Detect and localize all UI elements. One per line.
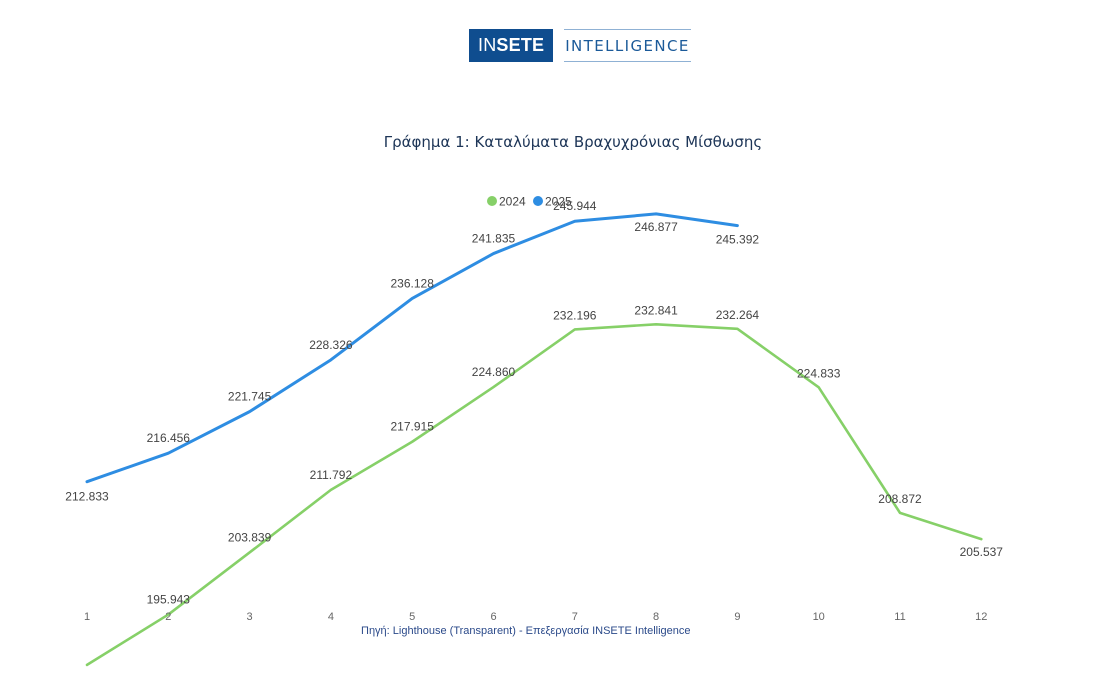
legend-label-2025: 2025	[545, 195, 572, 209]
x-tick-4: 4	[328, 611, 334, 623]
insete-logo: IN SETE INTELLIGENCE	[469, 29, 691, 62]
x-tick-9: 9	[734, 611, 740, 623]
x-tick-3: 3	[247, 611, 253, 623]
data-label-2025-5: 236.128	[391, 276, 435, 290]
data-label-2025-3: 221.745	[228, 390, 272, 404]
data-label-2025-2: 216.456	[147, 431, 191, 445]
data-label-2024-6: 224.860	[472, 365, 516, 379]
data-label-2024-2: 195.943	[147, 593, 191, 607]
logo-wordmark: INTELLIGENCE	[564, 29, 691, 62]
legend-marker-2024	[487, 196, 497, 206]
series-line-2025	[85, 212, 739, 484]
legend-label-2024: 2024	[499, 195, 526, 209]
x-tick-6: 6	[490, 611, 496, 623]
x-tick-10: 10	[813, 611, 825, 623]
data-label-2025-9: 245.392	[716, 233, 760, 247]
data-label-2025-7: 245.944	[553, 199, 597, 213]
x-tick-8: 8	[653, 611, 659, 623]
data-label-2024-1: 189.546	[65, 673, 109, 674]
data-label-2025-8: 246.877	[634, 220, 678, 234]
x-tick-12: 12	[975, 611, 987, 623]
data-label-2024-10: 224.833	[797, 366, 841, 380]
x-tick-1: 1	[84, 611, 90, 623]
logo-part2: SETE	[496, 35, 545, 55]
data-label-2024-3: 203.839	[228, 530, 272, 544]
x-tick-2: 2	[165, 611, 171, 623]
data-label-2025-1: 212.833	[65, 490, 109, 504]
data-label-2025-6: 241.835	[472, 232, 516, 246]
data-label-2024-12: 205.537	[960, 545, 1004, 559]
data-label-2024-7: 232.196	[553, 308, 597, 322]
data-label-2024-11: 208.872	[878, 492, 922, 506]
data-label-2025-4: 228.326	[309, 338, 353, 352]
logo-part1: IN	[478, 35, 497, 55]
data-label-2024-4: 211.792	[310, 468, 353, 482]
chart-title: Γράφημα 1: Καταλύματα Βραχυχρόνιας Μίσθω…	[383, 133, 763, 151]
logo-badge: IN SETE	[469, 29, 554, 62]
x-tick-5: 5	[409, 611, 415, 623]
source-note: Πηγή: Lighthouse (Transparent) - Επεξεργ…	[361, 625, 691, 637]
x-tick-7: 7	[572, 611, 578, 623]
data-label-2024-9: 232.264	[716, 308, 760, 322]
legend-marker-2025	[533, 196, 543, 206]
data-label-2024-8: 232.841	[634, 303, 678, 317]
series-line-2024	[85, 323, 983, 667]
data-label-2024-5: 217.915	[391, 420, 435, 434]
x-tick-11: 11	[894, 611, 905, 623]
